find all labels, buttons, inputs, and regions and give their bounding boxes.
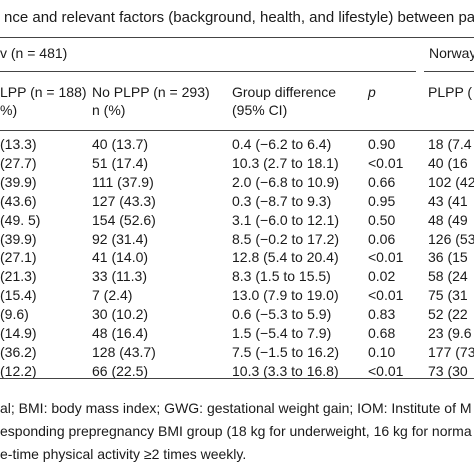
p-value-cell: 0.68 xyxy=(368,325,396,341)
header-plpp: LPP (n = 188) xyxy=(0,84,87,100)
p-value-cell: <0.01 xyxy=(368,287,404,304)
norway-plpp-cell: 126 (53 xyxy=(428,230,474,247)
p-value-cell: 0.10 xyxy=(368,343,396,360)
p-value-cell: <0.01 xyxy=(368,362,404,379)
plpp-cell: (21.3) xyxy=(0,268,37,285)
p-value-cell: 0.95 xyxy=(368,192,396,209)
norway-plpp-cell: 73 (30 xyxy=(428,362,468,379)
bottom-rule xyxy=(0,378,474,379)
group-header-right: Norway xyxy=(429,45,474,61)
p-value-cell: 0.50 xyxy=(368,211,396,228)
plpp-cell: (13.3) xyxy=(0,136,37,152)
p-value-cell: 0.66 xyxy=(368,173,396,190)
norway-plpp-cell: 75 (31 xyxy=(428,287,468,304)
group-difference-cell: 7.5 (−1.5 to 16.2) xyxy=(232,343,340,360)
plpp-cell: (43.6) xyxy=(0,192,37,209)
header-ci: (95% CI) xyxy=(232,102,288,118)
table-title: nce and relevant factors (background, he… xyxy=(4,9,474,26)
no-plpp-cell: 92 (31.4) xyxy=(92,230,149,247)
plpp-cell: (9.6) xyxy=(0,306,29,323)
no-plpp-cell: 7 (2.4) xyxy=(92,287,133,304)
norway-plpp-cell: 23 (9.6 xyxy=(428,325,472,341)
group-difference-cell: 10.3 (3.3 to 16.8) xyxy=(232,362,339,379)
plpp-cell: (27.1) xyxy=(0,249,37,266)
norway-plpp-cell: 43 (41 xyxy=(428,192,468,209)
p-value-cell: 0.02 xyxy=(368,268,396,285)
norway-plpp-cell: 36 (15 xyxy=(428,249,468,266)
group-difference-cell: 10.3 (2.7 to 18.1) xyxy=(232,154,339,171)
plpp-cell: (39.9) xyxy=(0,230,37,247)
group-difference-cell: 0.4 (−6.2 to 6.4) xyxy=(232,136,332,152)
plpp-cell: (12.2) xyxy=(0,362,37,379)
plpp-cell: (36.2) xyxy=(0,343,37,360)
group-difference-cell: 0.6 (−5.3 to 5.9) xyxy=(232,306,332,323)
norway-plpp-cell: 48 (49 xyxy=(428,211,468,228)
header-plpp-unit: %) xyxy=(0,102,18,118)
header-rule xyxy=(0,130,474,131)
no-plpp-cell: 40 (13.7) xyxy=(92,136,149,152)
group-header-left: v (n = 481) xyxy=(0,45,68,61)
no-plpp-cell: 111 (37.9) xyxy=(92,173,154,190)
no-plpp-cell: 66 (22.5) xyxy=(92,362,149,379)
group-rule-right xyxy=(424,71,474,72)
footnote-2: esponding prepregnancy BMI group (18 kg … xyxy=(0,423,472,439)
group-difference-cell: 1.5 (−5.4 to 7.9) xyxy=(232,325,332,341)
p-value-cell: 0.83 xyxy=(368,306,396,323)
no-plpp-cell: 41 (14.0) xyxy=(92,249,149,266)
no-plpp-cell: 33 (11.3) xyxy=(92,268,147,285)
norway-plpp-cell: 40 (16 xyxy=(428,154,468,171)
group-difference-cell: 3.1 (−6.0 to 12.1) xyxy=(232,211,340,228)
group-difference-cell: 8.3 (1.5 to 15.5) xyxy=(232,268,331,285)
plpp-cell: (15.4) xyxy=(0,287,37,304)
no-plpp-cell: 51 (17.4) xyxy=(92,154,149,171)
group-difference-cell: 8.5 (−0.2 to 17.2) xyxy=(232,230,340,247)
header-no-plpp: No PLPP (n = 293) xyxy=(92,84,210,100)
group-difference-cell: 2.0 (−6.8 to 10.9) xyxy=(232,173,340,190)
no-plpp-cell: 127 (43.3) xyxy=(92,192,156,209)
plpp-cell: (39.9) xyxy=(0,173,37,190)
group-difference-cell: 12.8 (5.4 to 20.4) xyxy=(232,249,339,266)
norway-plpp-cell: 102 (42 xyxy=(428,173,474,190)
no-plpp-cell: 48 (16.4) xyxy=(92,325,149,341)
p-value-cell: <0.01 xyxy=(368,249,404,266)
norway-plpp-cell: 18 (7.4 xyxy=(428,136,472,152)
top-rule xyxy=(0,37,474,38)
plpp-cell: (49. 5) xyxy=(0,211,41,228)
plpp-cell: (14.9) xyxy=(0,325,37,341)
footnote-3: e-time physical activity ≥2 times weekly… xyxy=(0,446,247,462)
norway-plpp-cell: 58 (24 xyxy=(428,268,468,285)
no-plpp-cell: 30 (10.2) xyxy=(92,306,149,323)
p-value-cell: <0.01 xyxy=(368,154,404,171)
header-p: p xyxy=(368,84,376,100)
header-no-plpp-unit: n (%) xyxy=(92,102,126,118)
norway-plpp-cell: 177 (73 xyxy=(428,343,474,360)
no-plpp-cell: 154 (52.6) xyxy=(92,211,156,228)
group-difference-cell: 13.0 (7.9 to 19.0) xyxy=(232,287,339,304)
plpp-cell: (27.7) xyxy=(0,154,37,171)
footnote-1: al; BMI: body mass index; GWG: gestation… xyxy=(0,400,472,416)
group-rule-left xyxy=(0,71,416,72)
no-plpp-cell: 128 (43.7) xyxy=(92,343,156,360)
p-value-cell: 0.90 xyxy=(368,136,396,152)
norway-plpp-cell: 52 (22 xyxy=(428,306,468,323)
group-difference-cell: 0.3 (−8.7 to 9.3) xyxy=(232,192,332,209)
header-group-difference: Group difference xyxy=(232,84,337,100)
header-plpp-norway: PLPP ( xyxy=(428,84,473,100)
p-value-cell: 0.06 xyxy=(368,230,396,247)
